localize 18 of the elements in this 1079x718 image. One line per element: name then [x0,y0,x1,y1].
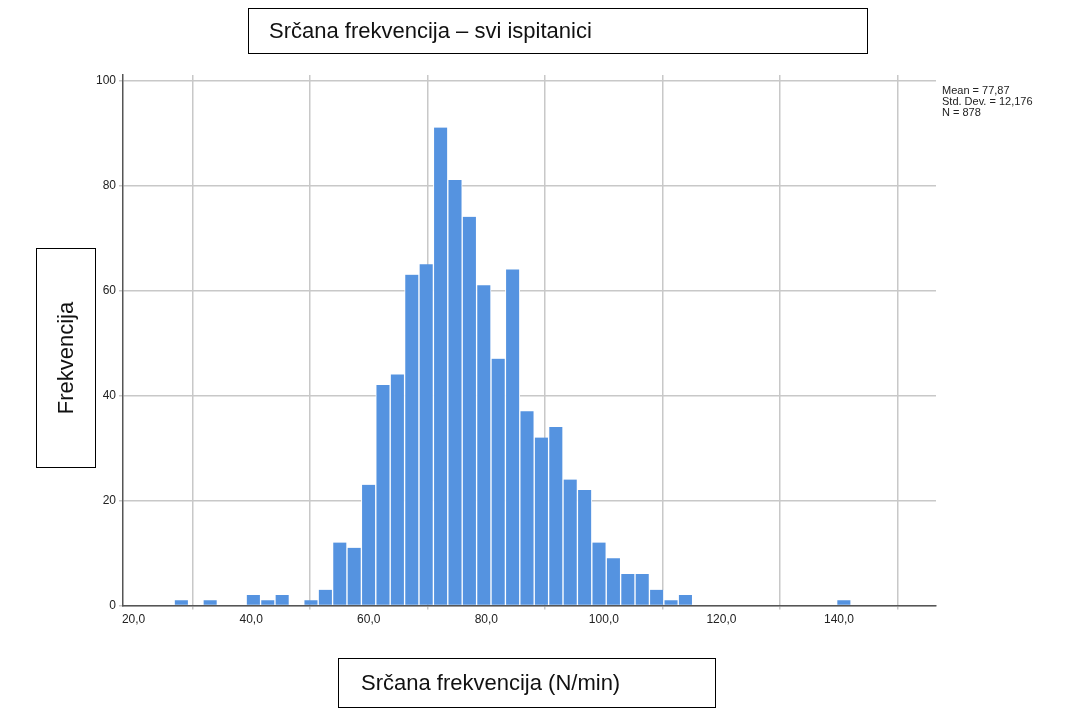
y-axis-title: Frekvencija [53,301,79,415]
x-tick-label: 140,0 [823,612,855,627]
x-tick-label: 100,0 [588,612,620,627]
text: Mean = 77,87 [942,83,1010,96]
x-axis-title: Srčana frekvencija (N/min) [338,658,716,708]
x-tick-label: 20,0 [121,612,146,627]
y-tick-label: 0 [109,597,117,612]
x-tick-label: 40,0 [239,612,264,627]
y-tick-label: 100 [95,72,117,87]
x-tick-label: 80,0 [474,612,499,627]
x-tick-label: 120,0 [706,612,737,627]
y-tick-label: 40 [102,387,117,402]
x-tick-label: 60,0 [357,612,381,627]
text: N = 878 [942,105,981,118]
y-tick-label: 20 [102,492,117,507]
chart-title: Srčana frekvencija – svi ispitanici [248,8,868,54]
y-tick-label: 80 [102,177,117,192]
y-tick-label: 60 [102,282,117,297]
